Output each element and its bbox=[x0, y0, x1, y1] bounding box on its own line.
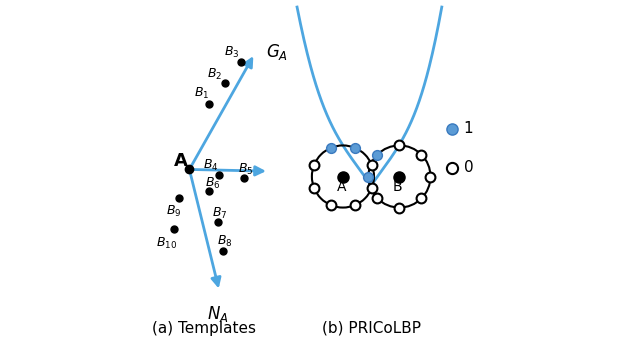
Point bbox=[416, 196, 426, 201]
Point bbox=[364, 174, 374, 179]
Text: $B_{6}$: $B_{6}$ bbox=[205, 176, 221, 191]
Point bbox=[367, 162, 377, 167]
Point bbox=[416, 152, 426, 157]
Text: B: B bbox=[393, 180, 403, 194]
Point bbox=[372, 196, 383, 201]
Text: $B_{7}$: $B_{7}$ bbox=[212, 206, 227, 221]
Point bbox=[372, 152, 383, 157]
Point bbox=[394, 143, 404, 148]
Text: 0: 0 bbox=[463, 160, 474, 175]
Text: (b) PRICoLBP: (b) PRICoLBP bbox=[322, 321, 420, 336]
Point bbox=[367, 186, 377, 191]
Point bbox=[426, 174, 436, 179]
Text: $B_{10}$: $B_{10}$ bbox=[156, 236, 177, 251]
Point bbox=[326, 202, 336, 208]
Point bbox=[349, 145, 360, 151]
Point bbox=[447, 126, 458, 132]
Point bbox=[349, 202, 360, 208]
Text: $B_{5}$: $B_{5}$ bbox=[238, 162, 253, 177]
Text: 1: 1 bbox=[463, 121, 474, 136]
Point bbox=[309, 186, 319, 191]
Text: A: A bbox=[173, 152, 188, 169]
Text: $B_{9}$: $B_{9}$ bbox=[166, 204, 181, 219]
Text: A: A bbox=[337, 180, 346, 194]
Text: $N_A$: $N_A$ bbox=[207, 304, 228, 324]
Point bbox=[326, 145, 336, 151]
Text: (a) Templates: (a) Templates bbox=[152, 321, 255, 336]
Text: $B_{4}$: $B_{4}$ bbox=[203, 158, 218, 173]
Text: $G_A$: $G_A$ bbox=[266, 42, 288, 62]
Text: $B_{3}$: $B_{3}$ bbox=[224, 46, 239, 60]
Text: $B_{8}$: $B_{8}$ bbox=[217, 234, 232, 249]
Point bbox=[309, 162, 319, 167]
Point bbox=[447, 165, 458, 170]
Text: $B_{2}$: $B_{2}$ bbox=[207, 67, 221, 82]
Point bbox=[394, 205, 404, 210]
Text: $B_{1}$: $B_{1}$ bbox=[194, 86, 209, 101]
